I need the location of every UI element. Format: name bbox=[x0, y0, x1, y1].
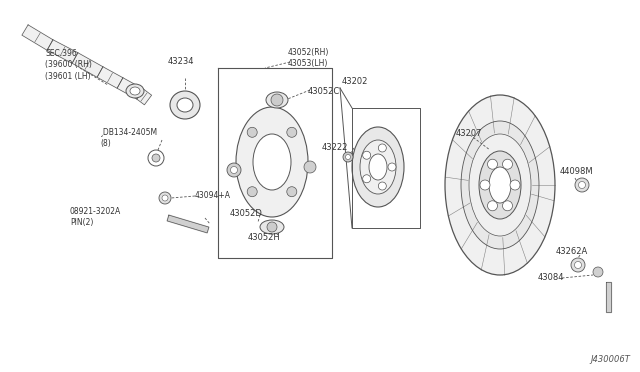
Text: 43207: 43207 bbox=[456, 128, 483, 138]
Text: J430006T: J430006T bbox=[590, 355, 630, 364]
Circle shape bbox=[502, 159, 513, 169]
Circle shape bbox=[363, 151, 371, 159]
Text: 43052D: 43052D bbox=[230, 208, 263, 218]
Circle shape bbox=[287, 187, 297, 197]
Circle shape bbox=[271, 94, 283, 106]
Circle shape bbox=[510, 180, 520, 190]
Ellipse shape bbox=[489, 167, 511, 203]
Text: 43052H: 43052H bbox=[248, 232, 281, 241]
Ellipse shape bbox=[177, 98, 193, 112]
Ellipse shape bbox=[479, 151, 521, 219]
Circle shape bbox=[480, 180, 490, 190]
Text: ¸DB134-2405M
(8): ¸DB134-2405M (8) bbox=[100, 128, 158, 148]
Circle shape bbox=[247, 127, 257, 137]
Text: 43262A: 43262A bbox=[556, 247, 588, 257]
Text: 43084: 43084 bbox=[538, 273, 564, 282]
Ellipse shape bbox=[253, 134, 291, 190]
Text: 43234: 43234 bbox=[168, 58, 195, 67]
Circle shape bbox=[378, 144, 387, 152]
Polygon shape bbox=[22, 25, 53, 50]
Ellipse shape bbox=[130, 87, 140, 95]
Text: 43222: 43222 bbox=[322, 144, 348, 153]
Circle shape bbox=[343, 152, 353, 162]
Ellipse shape bbox=[469, 134, 531, 236]
Polygon shape bbox=[136, 89, 152, 105]
Circle shape bbox=[363, 175, 371, 183]
Circle shape bbox=[227, 163, 241, 177]
Polygon shape bbox=[167, 215, 209, 233]
Text: 43052(RH)
43053(LH): 43052(RH) 43053(LH) bbox=[288, 48, 330, 68]
Ellipse shape bbox=[369, 154, 387, 180]
Polygon shape bbox=[72, 53, 103, 77]
Circle shape bbox=[267, 222, 277, 232]
Circle shape bbox=[304, 161, 316, 173]
Ellipse shape bbox=[236, 107, 308, 217]
Polygon shape bbox=[47, 40, 78, 63]
Circle shape bbox=[579, 182, 586, 189]
Polygon shape bbox=[117, 78, 143, 99]
Ellipse shape bbox=[461, 121, 539, 249]
Ellipse shape bbox=[260, 220, 284, 234]
Circle shape bbox=[162, 195, 168, 201]
Text: 43202: 43202 bbox=[342, 77, 369, 87]
Circle shape bbox=[388, 163, 396, 171]
Circle shape bbox=[593, 267, 603, 277]
Ellipse shape bbox=[445, 95, 555, 275]
Circle shape bbox=[247, 187, 257, 197]
Text: 43052C: 43052C bbox=[308, 87, 340, 96]
Circle shape bbox=[571, 258, 585, 272]
Circle shape bbox=[575, 178, 589, 192]
Circle shape bbox=[502, 201, 513, 211]
Circle shape bbox=[287, 127, 297, 137]
Circle shape bbox=[575, 262, 582, 269]
Text: 44098M: 44098M bbox=[560, 167, 594, 176]
Circle shape bbox=[346, 154, 351, 160]
Text: 43094+A: 43094+A bbox=[195, 190, 231, 199]
Ellipse shape bbox=[126, 84, 144, 98]
Ellipse shape bbox=[266, 92, 288, 108]
Circle shape bbox=[230, 167, 237, 173]
Circle shape bbox=[378, 182, 387, 190]
Polygon shape bbox=[606, 282, 611, 312]
Circle shape bbox=[159, 192, 171, 204]
Circle shape bbox=[488, 159, 497, 169]
Text: 08921-3202A
PIN(2): 08921-3202A PIN(2) bbox=[70, 206, 121, 227]
Text: SEC.396
(39600 (RH)
(39601 (LH): SEC.396 (39600 (RH) (39601 (LH) bbox=[45, 49, 92, 81]
Circle shape bbox=[488, 201, 497, 211]
Circle shape bbox=[152, 154, 160, 162]
Ellipse shape bbox=[170, 91, 200, 119]
Ellipse shape bbox=[352, 127, 404, 207]
Polygon shape bbox=[97, 67, 123, 88]
Ellipse shape bbox=[360, 140, 396, 194]
